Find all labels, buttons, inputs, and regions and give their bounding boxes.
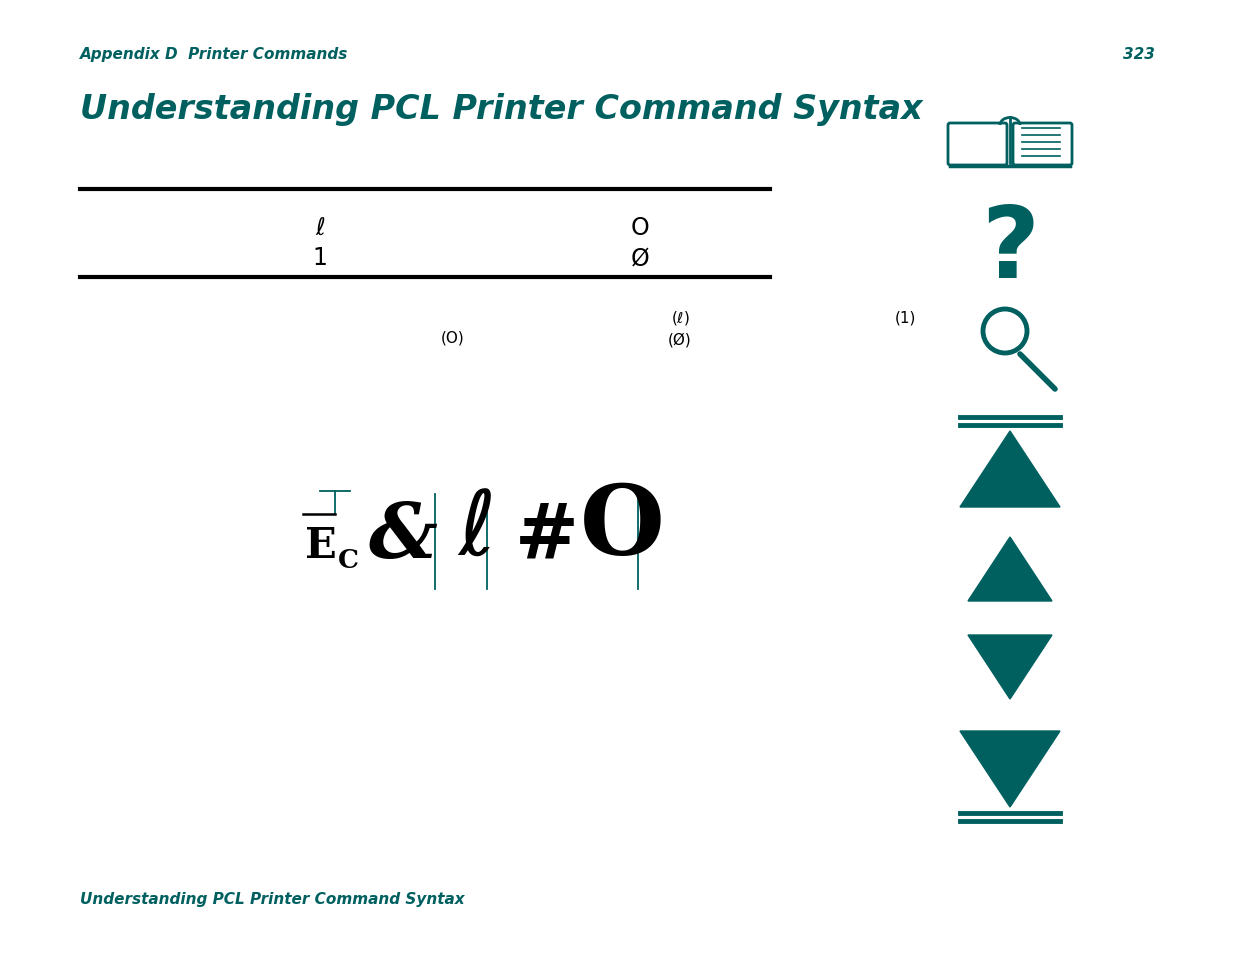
Text: $\ell$: $\ell$ bbox=[315, 215, 325, 240]
Text: O: O bbox=[580, 480, 664, 575]
Text: C: C bbox=[338, 547, 359, 573]
FancyBboxPatch shape bbox=[948, 124, 1007, 166]
Text: Appendix D  Printer Commands: Appendix D Printer Commands bbox=[80, 48, 348, 63]
Text: (1): (1) bbox=[894, 310, 915, 325]
Text: (Ø): (Ø) bbox=[668, 333, 692, 347]
Text: 323: 323 bbox=[1123, 48, 1155, 63]
Text: ?: ? bbox=[981, 201, 1039, 298]
Polygon shape bbox=[960, 731, 1060, 807]
Polygon shape bbox=[968, 636, 1052, 700]
Text: Understanding PCL Printer Command Syntax: Understanding PCL Printer Command Syntax bbox=[80, 892, 464, 906]
Text: #: # bbox=[515, 499, 579, 574]
FancyBboxPatch shape bbox=[1013, 124, 1072, 166]
Polygon shape bbox=[968, 537, 1052, 601]
Text: &: & bbox=[368, 499, 437, 574]
Text: E: E bbox=[305, 524, 337, 566]
Text: Ø: Ø bbox=[631, 246, 650, 270]
Text: $\ell$: $\ell$ bbox=[457, 485, 492, 574]
Text: $(\ell)$: $(\ell)$ bbox=[671, 309, 689, 327]
Text: O: O bbox=[631, 215, 650, 240]
Text: 1: 1 bbox=[312, 246, 327, 270]
Polygon shape bbox=[960, 432, 1060, 507]
Text: (O): (O) bbox=[441, 330, 464, 345]
Text: Understanding PCL Printer Command Syntax: Understanding PCL Printer Command Syntax bbox=[80, 93, 923, 127]
